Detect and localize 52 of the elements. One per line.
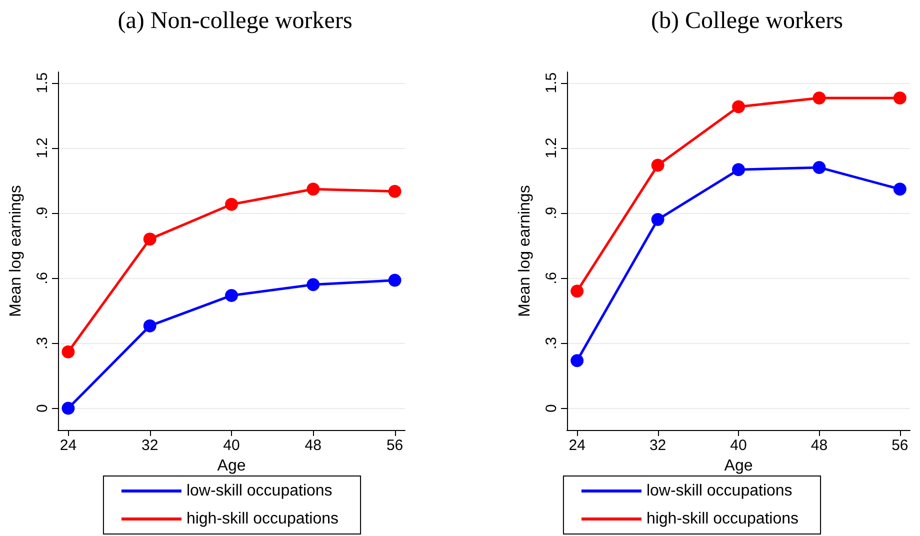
point	[388, 274, 402, 287]
point	[225, 288, 238, 302]
x-tick-label: 24	[568, 437, 586, 454]
y-tick-label: .9	[34, 206, 51, 220]
point	[651, 213, 664, 226]
y-tick-label: 0	[543, 404, 560, 412]
y-tick-label: 0	[34, 404, 51, 412]
chart-title: (a) Non-college workers	[118, 8, 352, 34]
x-tick-label: 24	[60, 437, 77, 454]
y-tick-label: 1.5	[543, 72, 560, 94]
y-tick-label: .6	[34, 272, 51, 284]
x-tick-label: 56	[386, 437, 404, 454]
point	[732, 163, 745, 176]
legend-label: high-skill occupations	[186, 510, 339, 528]
chart-title: (b) College workers	[651, 8, 843, 34]
point	[388, 184, 402, 198]
x-tick-label: 48	[810, 437, 828, 454]
point	[893, 182, 906, 196]
point	[570, 284, 584, 298]
point	[143, 319, 156, 332]
point	[306, 182, 320, 196]
x-tick-label: 56	[892, 437, 908, 454]
point	[62, 345, 75, 358]
point	[225, 198, 238, 211]
point	[143, 232, 156, 246]
point	[62, 402, 75, 415]
y-tick-label: .9	[543, 206, 560, 220]
point	[306, 278, 320, 292]
point	[570, 354, 584, 368]
y-axis-title: Mean log earnings	[516, 185, 534, 317]
legend-label: low-skill occupations	[186, 482, 332, 500]
y-tick-label: 1.2	[34, 138, 51, 158]
legend-label: low-skill occupations	[646, 482, 792, 500]
point	[812, 92, 826, 105]
legend-label: high-skill occupations	[646, 510, 799, 528]
x-tick-label: 32	[142, 437, 158, 454]
point	[893, 92, 906, 105]
x-tick-label: 32	[649, 437, 666, 454]
y-axis-title: Mean log earnings	[8, 185, 24, 317]
y-tick-label: .3	[543, 336, 560, 350]
x-axis-title: Age	[217, 458, 246, 474]
point	[732, 100, 745, 114]
y-tick-label: .3	[34, 336, 51, 350]
point	[651, 158, 664, 172]
point	[812, 160, 826, 174]
y-tick-label: 1.2	[543, 138, 560, 158]
x-axis-title: Age	[724, 458, 753, 474]
x-tick-label: 40	[223, 437, 240, 454]
y-tick-label: .6	[543, 272, 560, 284]
x-tick-label: 48	[304, 437, 322, 454]
y-tick-label: 1.5	[34, 72, 51, 94]
x-tick-label: 40	[730, 437, 747, 454]
